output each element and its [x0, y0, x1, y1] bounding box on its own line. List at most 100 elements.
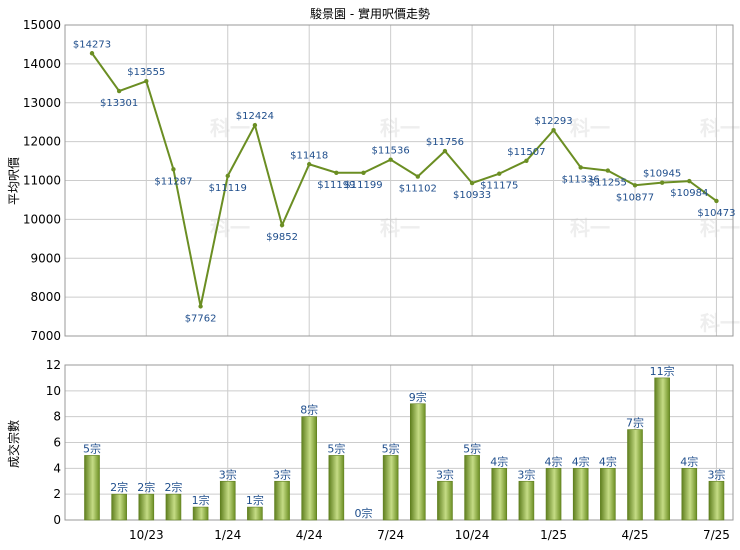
volume-data-label: 2宗 — [110, 480, 128, 494]
price-data-label: $10933 — [453, 190, 491, 201]
volume-bar — [138, 493, 155, 521]
volume-data-label: 7宗 — [626, 416, 644, 430]
volume-bar — [681, 468, 698, 521]
volume-data-label: 3宗 — [436, 467, 454, 481]
price-point — [578, 165, 583, 170]
price-y-tick-label: 9000 — [30, 251, 61, 265]
price-point — [89, 51, 95, 56]
volume-data-label: 5宗 — [327, 441, 345, 455]
volume-bar — [219, 480, 236, 521]
volume-data-label: 11宗 — [650, 364, 675, 378]
price-point — [687, 178, 692, 184]
volume-data-label: 5宗 — [463, 441, 481, 455]
price-point — [334, 170, 339, 175]
price-data-label: $11175 — [480, 181, 518, 192]
volume-data-label: 4宗 — [545, 454, 563, 468]
price-data-label: $11336 — [562, 174, 600, 185]
price-point — [198, 304, 203, 309]
price-y-tick-label: 12000 — [23, 135, 61, 149]
price-y-tick-label: 14000 — [23, 57, 61, 71]
volume-bar — [572, 468, 589, 521]
volume-data-label: 9宗 — [409, 390, 427, 404]
chart-title: 駿景園 - 實用呎價走勢 — [310, 6, 430, 21]
price-data-label: $11756 — [426, 137, 464, 148]
watermark-text: 科一 — [570, 216, 610, 240]
volume-axis-label: 成交宗數 — [6, 420, 21, 468]
price-point — [279, 222, 285, 228]
volume-bar — [84, 455, 100, 521]
price-y-tick-label: 7000 — [30, 329, 61, 343]
volume-y-tick-label: 6 — [53, 436, 61, 450]
price-axis-label: 平均呎價 — [7, 157, 21, 205]
volume-bar — [654, 377, 670, 521]
volume-bar — [111, 493, 127, 521]
price-point — [171, 167, 176, 172]
price-point — [307, 162, 312, 167]
price-data-label: $10877 — [616, 192, 654, 203]
price-data-label: $11119 — [209, 183, 247, 194]
watermark-text: 科一 — [380, 216, 420, 240]
price-y-tick-label: 10000 — [23, 212, 61, 226]
price-data-label: $10473 — [697, 208, 735, 219]
price-point — [605, 168, 611, 173]
price-y-tick-label: 13000 — [23, 96, 61, 110]
price-data-label: $11418 — [290, 150, 328, 161]
price-data-label: $12424 — [236, 111, 274, 122]
volume-data-label: 4宗 — [680, 454, 698, 468]
volume-data-label: 1宗 — [246, 493, 264, 507]
watermark-text: 科一 — [700, 311, 740, 335]
volume-data-label: 3宗 — [517, 467, 535, 481]
volume-bar — [464, 455, 480, 521]
volume-bar — [518, 480, 535, 521]
price-panel: 7000 8000 9000 10000 11000 12000 13000 14000 150… — [23, 18, 736, 343]
price-point — [497, 171, 502, 176]
price-data-label: $10945 — [643, 169, 681, 180]
volume-bar — [192, 506, 209, 521]
price-data-label: $11287 — [154, 176, 192, 187]
price-point — [225, 173, 230, 179]
price-series-line — [91, 52, 718, 307]
price-point — [551, 128, 556, 133]
volume-bar — [708, 480, 725, 521]
volume-data-label: 4宗 — [490, 454, 508, 468]
price-y-tick-label: 15000 — [23, 18, 61, 32]
price-data-label: $13301 — [100, 98, 138, 109]
price-point — [714, 198, 719, 204]
volume-bar — [301, 416, 318, 521]
volume-bar — [437, 480, 453, 521]
volume-bar — [600, 468, 616, 521]
watermark-text: 科一 — [210, 116, 250, 140]
volume-bar — [165, 493, 182, 521]
price-point — [659, 180, 665, 185]
x-tick-label: 10/23 — [129, 528, 164, 542]
price-point — [469, 180, 475, 186]
x-tick-label: 1/25 — [540, 528, 567, 542]
volume-y-tick-label: 10 — [46, 384, 61, 398]
price-data-label: $11507 — [507, 147, 545, 158]
price-data-label: $11199 — [317, 180, 355, 191]
volume-bar — [247, 506, 263, 521]
price-y-tick-label: 11000 — [23, 174, 61, 188]
price-data-label: $11102 — [399, 184, 437, 195]
x-tick-label: 1/24 — [214, 528, 241, 542]
volume-data-label: 2宗 — [164, 480, 182, 494]
volume-data-label: 2宗 — [137, 480, 155, 494]
price-point — [524, 158, 529, 163]
price-data-label: $7762 — [185, 313, 217, 324]
volume-data-label: 0宗 — [355, 506, 373, 520]
price-point — [442, 148, 448, 154]
volume-bar — [274, 480, 290, 521]
price-data-label: $14273 — [73, 39, 111, 50]
price-data-label: $11199 — [344, 180, 382, 191]
volume-y-tick-label: 12 — [46, 358, 61, 372]
volume-bar — [382, 455, 399, 521]
x-tick-label: 7/25 — [703, 528, 730, 542]
price-plot-border — [64, 24, 734, 337]
volume-y-tick-label: 2 — [53, 487, 61, 501]
price-y-tick-label: 8000 — [30, 290, 61, 304]
volume-bar — [328, 455, 345, 521]
price-point — [144, 78, 149, 84]
volume-bar — [491, 468, 508, 521]
price-data-label: $11255 — [589, 178, 627, 189]
